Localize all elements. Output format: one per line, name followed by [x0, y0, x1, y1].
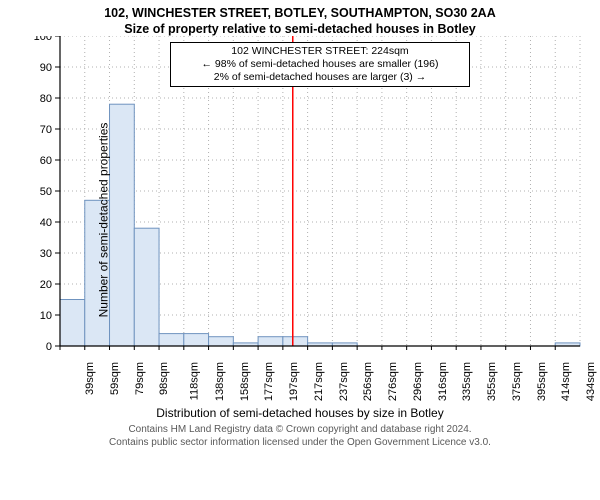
x-tick-label: 177sqm [263, 362, 275, 401]
x-tick-label: 217sqm [313, 362, 325, 401]
x-tick-label: 118sqm [188, 362, 200, 400]
footer-line-1: Contains HM Land Registry data © Crown c… [8, 424, 592, 437]
svg-text:90: 90 [40, 62, 52, 74]
x-tick-label: 256sqm [363, 362, 375, 401]
x-tick-label: 276sqm [387, 362, 399, 401]
svg-text:70: 70 [40, 124, 52, 136]
svg-text:40: 40 [40, 217, 52, 229]
x-tick-label: 39sqm [84, 362, 96, 395]
svg-text:100: 100 [34, 36, 52, 43]
x-tick-label: 237sqm [338, 362, 350, 401]
legend-line-3: 2% of semi-detached houses are larger (3… [177, 71, 463, 84]
svg-text:20: 20 [40, 279, 52, 291]
x-tick-label: 375sqm [511, 362, 523, 401]
chart-title-address: 102, WINCHESTER STREET, BOTLEY, SOUTHAMP… [0, 0, 600, 20]
x-tick-label: 434sqm [585, 362, 597, 401]
x-tick-label: 158sqm [239, 362, 251, 401]
chart-area: Number of semi-detached properties 0 10 20… [0, 36, 600, 404]
legend-line-1: 102 WINCHESTER STREET: 224sqm [177, 45, 463, 58]
x-tick-label: 414sqm [561, 362, 573, 401]
svg-text:10: 10 [40, 310, 52, 322]
legend-line-2: ← 98% of semi-detached houses are smalle… [177, 58, 463, 71]
x-tick-label: 355sqm [486, 362, 498, 401]
chart-title-subtitle: Size of property relative to semi-detach… [0, 22, 600, 36]
x-axis-label: Distribution of semi-detached houses by … [0, 406, 600, 420]
y-axis-label: Number of semi-detached properties [96, 123, 110, 318]
svg-text:60: 60 [40, 155, 52, 167]
svg-text:50: 50 [40, 186, 52, 198]
x-tick-label: 296sqm [412, 362, 424, 401]
x-tick-label: 316sqm [437, 362, 449, 401]
x-tick-label: 98sqm [158, 362, 170, 395]
legend-box: 102 WINCHESTER STREET: 224sqm ← 98% of s… [170, 42, 470, 87]
svg-text:80: 80 [40, 93, 52, 105]
x-tick-label: 79sqm [134, 362, 146, 395]
x-tick-label: 138sqm [214, 362, 226, 401]
footer: Contains HM Land Registry data © Crown c… [0, 420, 600, 449]
svg-text:30: 30 [40, 248, 52, 260]
x-tick-label: 59sqm [109, 362, 121, 395]
x-tick-label: 197sqm [288, 362, 300, 401]
footer-line-2: Contains public sector information licen… [8, 437, 592, 450]
x-tick-label: 335sqm [462, 362, 474, 401]
svg-text:0: 0 [46, 341, 52, 350]
x-tick-label: 395sqm [536, 362, 548, 401]
